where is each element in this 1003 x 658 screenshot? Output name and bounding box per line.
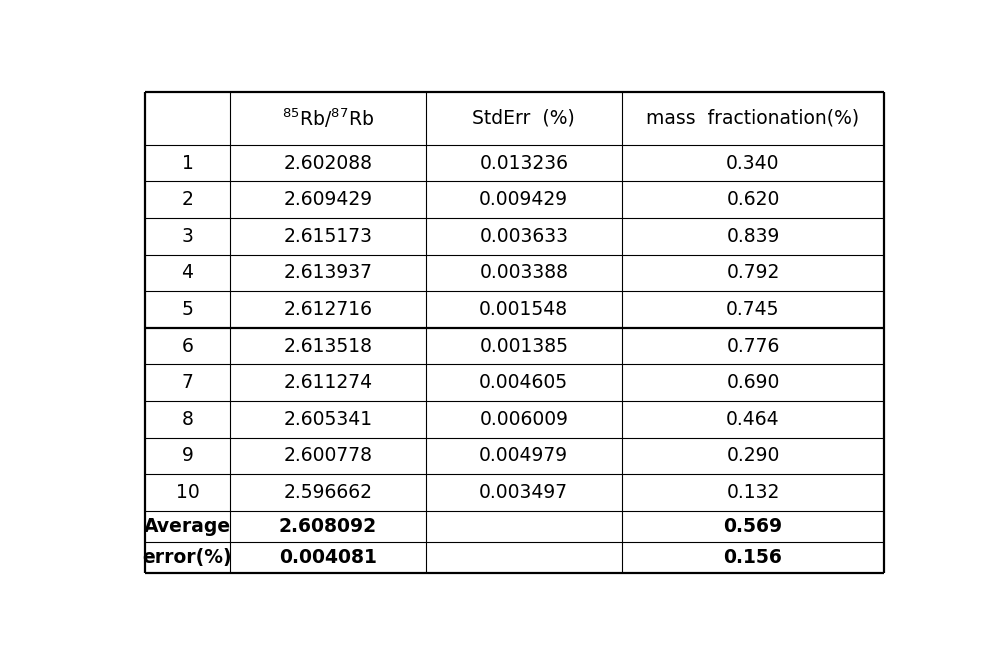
Text: 2.611274: 2.611274 bbox=[283, 373, 372, 392]
Text: 2.600778: 2.600778 bbox=[283, 446, 372, 465]
Text: $^{85}$Rb/$^{87}$Rb: $^{85}$Rb/$^{87}$Rb bbox=[282, 107, 373, 130]
Text: 0.464: 0.464 bbox=[725, 410, 779, 429]
Text: 9: 9 bbox=[182, 446, 194, 465]
Text: 1: 1 bbox=[182, 153, 194, 172]
Text: 0.839: 0.839 bbox=[725, 227, 779, 245]
Text: 0.792: 0.792 bbox=[725, 263, 779, 282]
Text: 0.340: 0.340 bbox=[725, 153, 779, 172]
Text: 0.013236: 0.013236 bbox=[478, 153, 568, 172]
Text: 0.001548: 0.001548 bbox=[478, 300, 568, 319]
Text: 0.003497: 0.003497 bbox=[478, 483, 568, 502]
Text: 0.003633: 0.003633 bbox=[478, 227, 568, 245]
Text: 0.009429: 0.009429 bbox=[478, 190, 568, 209]
Text: 0.745: 0.745 bbox=[725, 300, 779, 319]
Text: 3: 3 bbox=[182, 227, 194, 245]
Text: 2.596662: 2.596662 bbox=[283, 483, 372, 502]
Text: 2.605341: 2.605341 bbox=[283, 410, 372, 429]
Text: 0.004979: 0.004979 bbox=[478, 446, 568, 465]
Text: 0.006009: 0.006009 bbox=[478, 410, 568, 429]
Text: 7: 7 bbox=[182, 373, 194, 392]
Text: mass  fractionation(%): mass fractionation(%) bbox=[646, 109, 859, 128]
Text: 2: 2 bbox=[182, 190, 194, 209]
Text: 0.132: 0.132 bbox=[725, 483, 779, 502]
Text: 5: 5 bbox=[182, 300, 194, 319]
Text: 0.776: 0.776 bbox=[725, 336, 779, 355]
Text: StdErr  (%): StdErr (%) bbox=[472, 109, 575, 128]
Text: 4: 4 bbox=[182, 263, 194, 282]
Text: 0.690: 0.690 bbox=[725, 373, 779, 392]
Text: 2.615173: 2.615173 bbox=[283, 227, 372, 245]
Text: 0.003388: 0.003388 bbox=[478, 263, 568, 282]
Text: 0.004605: 0.004605 bbox=[478, 373, 568, 392]
Text: 2.608092: 2.608092 bbox=[279, 517, 376, 536]
Text: 2.609429: 2.609429 bbox=[283, 190, 372, 209]
Text: 8: 8 bbox=[182, 410, 194, 429]
Text: 10: 10 bbox=[176, 483, 200, 502]
Text: 0.620: 0.620 bbox=[725, 190, 779, 209]
Text: 2.613518: 2.613518 bbox=[283, 336, 372, 355]
Text: 0.290: 0.290 bbox=[725, 446, 779, 465]
Text: 6: 6 bbox=[182, 336, 194, 355]
Text: 2.602088: 2.602088 bbox=[283, 153, 372, 172]
Text: Average: Average bbox=[143, 517, 231, 536]
Text: 0.569: 0.569 bbox=[722, 517, 781, 536]
Text: 0.001385: 0.001385 bbox=[478, 336, 568, 355]
Text: error(%): error(%) bbox=[142, 548, 232, 567]
Text: 0.004081: 0.004081 bbox=[279, 548, 376, 567]
Text: 0.156: 0.156 bbox=[723, 548, 781, 567]
Text: 2.612716: 2.612716 bbox=[283, 300, 372, 319]
Text: 2.613937: 2.613937 bbox=[283, 263, 372, 282]
